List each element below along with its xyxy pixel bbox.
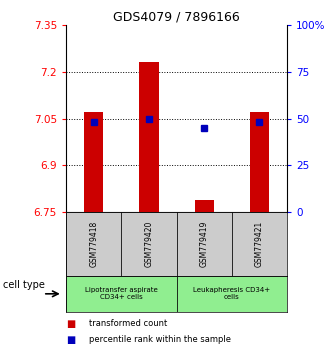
- Title: GDS4079 / 7896166: GDS4079 / 7896166: [113, 11, 240, 24]
- Bar: [232, 212, 287, 276]
- Bar: [139, 62, 159, 212]
- Text: Lipotransfer aspirate
CD34+ cells: Lipotransfer aspirate CD34+ cells: [85, 287, 158, 300]
- Text: transformed count: transformed count: [89, 319, 167, 329]
- Bar: [177, 212, 232, 276]
- Bar: [250, 112, 269, 212]
- Bar: [84, 112, 103, 212]
- Text: GSM779418: GSM779418: [89, 221, 98, 267]
- Text: ■: ■: [66, 335, 75, 344]
- Bar: [66, 276, 177, 312]
- Text: GSM779421: GSM779421: [255, 221, 264, 267]
- Text: Leukapheresis CD34+
cells: Leukapheresis CD34+ cells: [193, 287, 270, 300]
- Text: ■: ■: [66, 319, 75, 329]
- Bar: [177, 276, 287, 312]
- Bar: [194, 200, 214, 212]
- Bar: [66, 212, 121, 276]
- Bar: [121, 212, 177, 276]
- Text: GSM779419: GSM779419: [200, 221, 209, 268]
- Text: cell type: cell type: [3, 280, 45, 290]
- Text: GSM779420: GSM779420: [145, 221, 153, 268]
- Text: percentile rank within the sample: percentile rank within the sample: [89, 335, 231, 344]
